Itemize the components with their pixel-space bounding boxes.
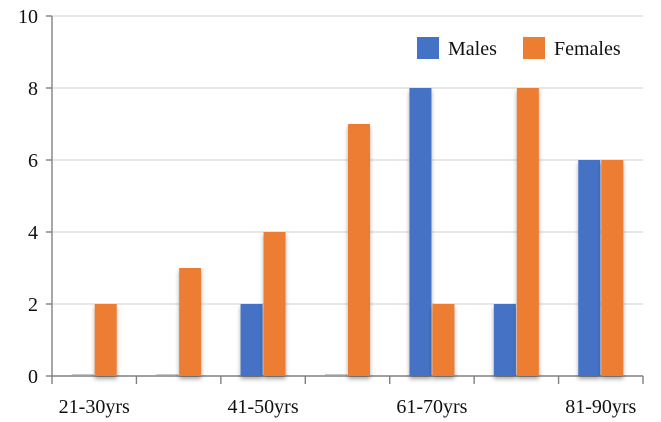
bar-females-0	[94, 304, 117, 376]
x-tick-label-2: 41-50yrs	[228, 396, 299, 418]
bar-females-2	[263, 232, 286, 376]
gridlines	[52, 15, 643, 305]
bar-males-4	[409, 88, 432, 376]
y-tick-label-0: 0	[28, 366, 38, 388]
y-tick-label-10: 10	[18, 6, 38, 28]
bar-females-3	[348, 124, 370, 376]
x-tick-label-4: 61-70yrs	[396, 396, 467, 418]
legend-swatch-females	[523, 37, 545, 59]
y-tick-label-4: 4	[28, 222, 38, 244]
bar-males-3	[325, 374, 347, 376]
x-tick-label-6: 81-90yrs	[565, 396, 636, 418]
x-tick-label-0: 21-30yrs	[59, 396, 130, 418]
y-tick-label-8: 8	[28, 78, 38, 100]
bar-males-1	[156, 374, 179, 376]
legend: Males Females	[417, 37, 621, 60]
legend-label-males: Males	[448, 38, 497, 60]
legend-swatch-males	[417, 37, 439, 59]
axes	[46, 15, 644, 384]
legend-label-females: Females	[554, 38, 621, 60]
bar-males-2	[240, 304, 263, 376]
bar-males-6	[578, 160, 601, 376]
y-tick-label-6: 6	[28, 150, 38, 172]
bar-females-5	[516, 88, 539, 376]
bar-females-6	[601, 160, 624, 376]
bar-males-5	[493, 304, 516, 376]
bars	[71, 88, 624, 376]
bar-males-0	[71, 374, 94, 376]
bar-females-1	[179, 268, 202, 376]
y-tick-label-2: 2	[28, 294, 38, 316]
tick-labels: 0 2 4 6 8 10 21-30yrs 41-50yrs 61-70yrs 81-90yrs	[18, 6, 637, 418]
bar-females-4	[432, 304, 455, 376]
